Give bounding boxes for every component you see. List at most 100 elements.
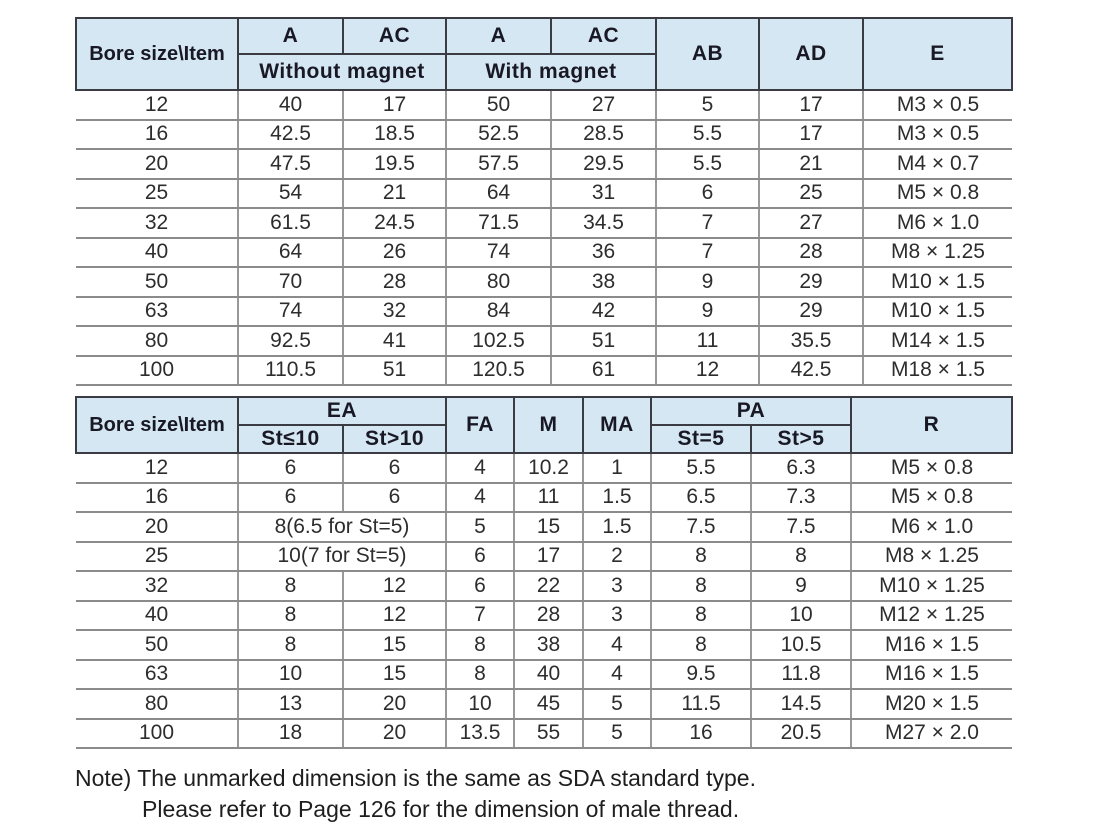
dimension-cell: 8: [750, 541, 851, 572]
dimension-cell: 61.5: [237, 208, 343, 239]
dimension-cell: 110.5: [237, 355, 343, 386]
dimension-cell: 9: [655, 267, 759, 298]
dimension-cell: 12: [342, 600, 446, 631]
table1-row-bore-80: 80 92.5 41 102.5 51 11 35.5 M14 × 1.5: [76, 326, 1012, 357]
dimension-cell: 29: [758, 296, 863, 327]
dimension-cell: 28.5: [550, 119, 656, 150]
bore-size-cell: 100: [76, 355, 238, 386]
dimension-cell: 18: [237, 718, 343, 749]
col-header-ad: AD: [758, 17, 864, 91]
table2-row-bore-32: 32 8 12 6 22 3 8 9 M10 × 1.25: [76, 571, 1012, 602]
thread-dimension-cell: M12 × 1.25: [850, 600, 1012, 631]
dimension-cell: 10.5: [750, 630, 851, 661]
table2-header-row-2: St≤10 St>10 St=5 St>5: [76, 424, 1012, 454]
dimension-cell: 8: [237, 630, 343, 661]
col-header-m: M: [513, 396, 584, 454]
bore-size-cell: 80: [76, 326, 238, 357]
thread-dimension-cell: M10 × 1.25: [850, 571, 1012, 602]
dimension-cell: 2: [582, 541, 651, 572]
dimension-cell: 74: [445, 237, 551, 268]
dimension-cell: 50: [445, 90, 551, 121]
table1-row-bore-40: 40 64 26 74 36 7 28 M8 × 1.25: [76, 237, 1012, 268]
thread-dimension-cell: M20 × 1.5: [850, 689, 1012, 720]
dimension-cell: 17: [758, 119, 863, 150]
dimension-cell: 3: [582, 600, 651, 631]
dimension-table-magnet: Bore size\Item A AC A AC AB AD E Without…: [75, 17, 1013, 386]
table2-row-bore-40: 40 8 12 7 28 3 8 10 M12 × 1.25: [76, 600, 1012, 631]
dimension-cell: 80: [445, 267, 551, 298]
col-header-ac-without-magnet: AC: [342, 17, 447, 55]
dimension-cell: 7.3: [750, 482, 851, 513]
dimension-cell: 32: [342, 296, 446, 327]
thread-dimension-cell: M8 × 1.25: [850, 541, 1012, 572]
col-header-a-without-magnet: A: [237, 17, 344, 55]
dimension-cell: 7: [655, 237, 759, 268]
table2-header: Bore size\Item EA FA M MA PA R St≤10 St>…: [75, 396, 1013, 454]
dimension-cell: 42: [550, 296, 656, 327]
dimension-cell: 8: [650, 571, 751, 602]
dimension-cell: 10: [445, 689, 514, 720]
note: Note) The unmarked dimension is the same…: [75, 763, 1100, 825]
ea-merged-cell: 8(6.5 for St=5): [237, 512, 446, 543]
thread-dimension-cell: M5 × 0.8: [850, 453, 1012, 484]
dimension-cell: 8: [445, 630, 514, 661]
dimension-cell: 20: [342, 718, 446, 749]
dimension-cell: 26: [342, 237, 446, 268]
table1-row-bore-16: 16 42.5 18.5 52.5 28.5 5.5 17 M3 × 0.5: [76, 119, 1012, 150]
thread-dimension-cell: M16 × 1.5: [850, 630, 1012, 661]
dimension-cell: 6.3: [750, 453, 851, 484]
dimension-cell: 40: [237, 90, 343, 121]
dimension-cell: 120.5: [445, 355, 551, 386]
table1-row-bore-20: 20 47.5 19.5 57.5 29.5 5.5 21 M4 × 0.7: [76, 149, 1012, 180]
dimension-cell: 5: [582, 718, 651, 749]
dimension-cell: 7.5: [750, 512, 851, 543]
dimension-cell: 8: [650, 630, 751, 661]
table2-row-bore-63: 63 10 15 8 40 4 9.5 11.8 M16 × 1.5: [76, 659, 1012, 690]
table2-row-bore-50: 50 8 15 8 38 4 8 10.5 M16 × 1.5: [76, 630, 1012, 661]
dimension-cell: 17: [513, 541, 583, 572]
table1-header-row-2: Without magnet With magnet: [76, 53, 1012, 91]
table1-header-row-1: Bore size\Item A AC A AC AB AD E: [75, 17, 1013, 91]
dimension-cell: 13: [237, 689, 343, 720]
dimension-cell: 14.5: [750, 689, 851, 720]
table1-row-bore-50: 50 70 28 80 38 9 29 M10 × 1.5: [76, 267, 1012, 298]
bore-size-cell: 40: [76, 600, 238, 631]
dimension-cell: 34.5: [550, 208, 656, 239]
dimension-cell: 6: [237, 482, 343, 513]
table1-row-bore-100: 100 110.5 51 120.5 61 12 42.5 M18 × 1.5: [76, 355, 1012, 386]
table2-row-bore-20: 20 8(6.5 for St=5) 5 15 1.5 7.5 7.5 M6 × 1.0: [76, 512, 1012, 543]
dimension-cell: 27: [550, 90, 656, 121]
dimension-cell: 28: [513, 600, 583, 631]
dimension-cell: 13.5: [445, 718, 514, 749]
dimension-cell: 20.5: [750, 718, 851, 749]
dimension-cell: 70: [237, 267, 343, 298]
dimension-cell: 21: [342, 178, 446, 209]
dimension-cell: 3: [582, 571, 651, 602]
bore-size-cell: 20: [76, 512, 238, 543]
dimension-cell: 51: [342, 355, 446, 386]
dimension-cell: 5: [655, 90, 759, 121]
table1-corner-header: Bore size\Item: [75, 17, 239, 91]
dimension-cell: 25: [758, 178, 863, 209]
dimension-cell: M6 × 1.0: [862, 208, 1012, 239]
bore-size-cell: 20: [76, 149, 238, 180]
dimension-cell: M10 × 1.5: [862, 296, 1012, 327]
dimension-cell: 64: [237, 237, 343, 268]
col-header-ma: MA: [582, 396, 652, 454]
table1-row-bore-25: 25 54 21 64 31 6 25 M5 × 0.8: [76, 178, 1012, 209]
dimension-cell: 47.5: [237, 149, 343, 180]
dimension-cell: 10.2: [513, 453, 583, 484]
note-line-2: Please refer to Page 126 for the dimensi…: [142, 796, 740, 822]
table2-row-bore-100: 100 18 20 13.5 55 5 16 20.5 M27 × 2.0: [76, 718, 1012, 749]
table2-row-bore-25: 25 10(7 for St=5) 6 17 2 8 8 M8 × 1.25: [76, 541, 1012, 572]
table2-row-bore-80: 80 13 20 10 45 5 11.5 14.5 M20 × 1.5: [76, 689, 1012, 720]
dimension-cell: 1.5: [582, 482, 651, 513]
dimension-cell: 7.5: [650, 512, 751, 543]
dimension-cell: 9: [655, 296, 759, 327]
table2-body: 12 6 6 4 10.2 1 5.5 6.3 M5 × 0.8 16 6 6 4 11 1.5 6.5 7.3…: [76, 453, 1012, 749]
col-header-a-with-magnet: A: [445, 17, 552, 55]
dimension-cell: 28: [342, 267, 446, 298]
dimension-cell: 40: [513, 659, 583, 690]
dimension-cell: 7: [445, 600, 514, 631]
